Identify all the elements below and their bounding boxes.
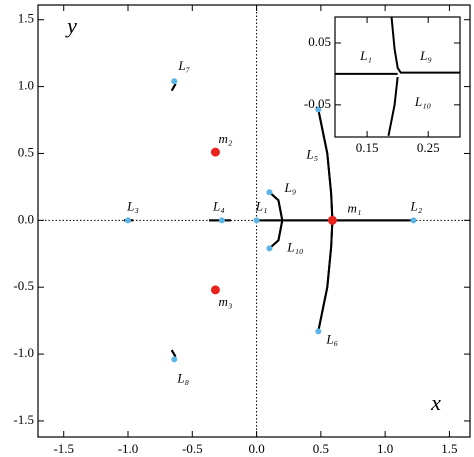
y-tick-label: -1.5 [13, 412, 34, 427]
point-label: L₁₀ [286, 239, 303, 254]
curve [387, 76, 399, 136]
x-tick-label: 1.5 [441, 441, 457, 456]
inset-label: L₁ [359, 48, 372, 63]
curve [390, 16, 460, 74]
y-tick-label: 0.5 [18, 144, 34, 159]
primary-mass [210, 285, 220, 295]
inset-label: L₁₀ [414, 94, 431, 109]
lagrange-point [266, 245, 273, 252]
lagrange-point [218, 217, 225, 224]
plot-frame [37, 4, 471, 438]
y-tick-label: 0.0 [18, 211, 34, 226]
primary-mass [327, 215, 337, 225]
point-label: L₇ [177, 58, 190, 73]
x-tick-label: 0.5 [313, 441, 329, 456]
lagrange-point [171, 78, 178, 85]
curve [170, 83, 177, 92]
point-label: L₂ [410, 198, 423, 213]
point-label: L₃ [126, 198, 139, 213]
x-axis-label: x [430, 390, 441, 415]
x-tick-label: -1.5 [53, 441, 74, 456]
x-tick-label: -0.5 [182, 441, 203, 456]
lagrange-point [125, 217, 131, 224]
y-tick-label: 0.05 [308, 34, 331, 49]
lagrange-point [266, 189, 273, 196]
lagrange-point [315, 328, 322, 335]
point-label: L₁ [255, 198, 268, 213]
curve [170, 349, 177, 358]
lagrange-point [171, 356, 178, 363]
y-tick-label: 1.5 [18, 11, 34, 26]
x-tick-label: 0.15 [356, 140, 379, 155]
y-axis-label: y [65, 13, 77, 38]
lagrange-point [315, 106, 322, 113]
x-tick-label: 0.25 [417, 140, 440, 155]
y-tick-label: -0.05 [304, 96, 331, 111]
primary-mass [210, 147, 220, 157]
point-label: L₄ [212, 198, 225, 213]
point-label: L₅ [305, 146, 318, 161]
point-label: m₂ [218, 131, 232, 146]
y-tick-label: 1.0 [18, 78, 34, 93]
x-tick-label: 1.0 [377, 441, 393, 456]
lagrange-point [410, 217, 417, 224]
point-label: m₁ [347, 200, 361, 215]
point-label: L₈ [176, 370, 189, 385]
inset-label: L₉ [419, 48, 432, 63]
x-tick-label: 0.0 [248, 441, 264, 456]
lagrange-point [253, 217, 260, 224]
point-label: L₆ [325, 331, 338, 346]
x-tick-label: -1.0 [118, 441, 139, 456]
y-tick-label: -0.5 [13, 278, 34, 293]
point-label: L₉ [284, 180, 297, 195]
y-tick-label: -1.0 [13, 345, 34, 360]
point-label: m₃ [218, 294, 232, 309]
